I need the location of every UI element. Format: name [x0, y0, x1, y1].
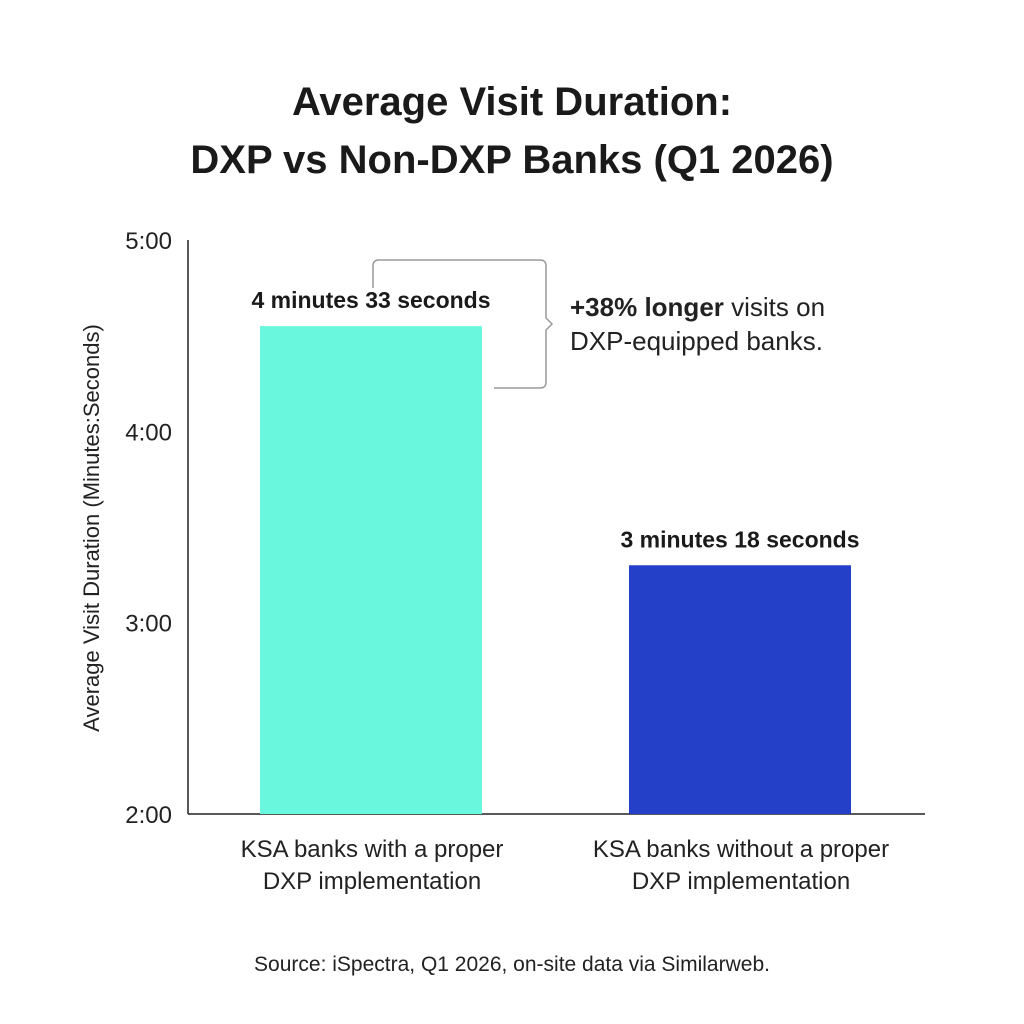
y-tick-label: 4:00	[125, 419, 172, 446]
x-category-label: KSA banks with a proper	[241, 836, 504, 863]
annotation-bracket	[372, 259, 554, 389]
y-tick-label: 2:00	[125, 802, 172, 829]
annotation-text-line2: DXP-equipped banks.	[570, 326, 823, 356]
difference-annotation: +38% longer visits on DXP-equipped banks…	[570, 290, 825, 358]
x-category-label: DXP implementation	[632, 868, 850, 895]
annotation-highlight: +38% longer	[570, 292, 724, 322]
source-note: Source: iSpectra, Q1 2026, on-site data …	[254, 953, 770, 976]
bar-data-label: 3 minutes 18 seconds	[620, 526, 859, 552]
bar	[260, 326, 482, 814]
chart-title-line2: DXP vs Non-DXP Banks (Q1 2026)	[190, 138, 834, 182]
annotation-text-line1: visits on	[723, 292, 826, 322]
y-tick-label: 5:00	[125, 228, 172, 255]
y-axis-label: Average Visit Duration (Minutes:Seconds)	[79, 324, 104, 732]
x-category-label: DXP implementation	[263, 868, 481, 895]
y-tick-label: 3:00	[125, 611, 172, 638]
bar-data-label: 4 minutes 33 seconds	[251, 287, 490, 313]
x-category-label: KSA banks without a proper	[593, 836, 889, 863]
bar	[629, 565, 851, 814]
chart-title-line1: Average Visit Duration:	[291, 80, 733, 124]
